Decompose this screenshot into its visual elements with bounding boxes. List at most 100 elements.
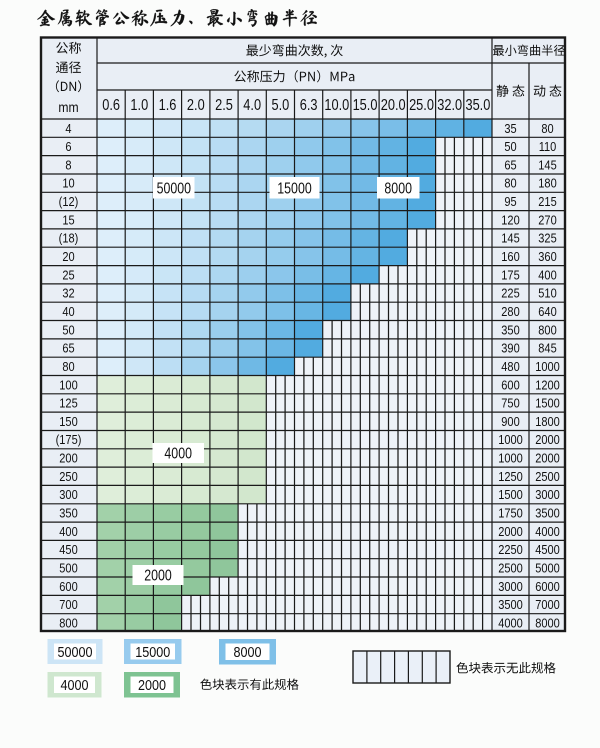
svg-text:2000: 2000 [535,432,560,447]
svg-text:15000: 15000 [277,179,312,197]
svg-text:1500: 1500 [498,487,523,502]
svg-text:2.0: 2.0 [187,97,205,115]
svg-text:400: 400 [59,524,78,539]
svg-text:2.5: 2.5 [215,97,233,115]
svg-text:65: 65 [504,158,517,173]
svg-text:1200: 1200 [535,377,560,392]
svg-text:2000: 2000 [144,566,172,584]
svg-text:4000: 4000 [164,444,192,462]
svg-text:325: 325 [538,231,557,246]
svg-text:2000: 2000 [138,676,166,693]
svg-text:mm: mm [58,99,78,115]
svg-text:35: 35 [504,121,517,136]
svg-text:400: 400 [538,267,557,282]
svg-text:35.0: 35.0 [465,97,490,115]
svg-text:40: 40 [62,304,75,319]
svg-text:8000: 8000 [384,179,412,197]
svg-text:65: 65 [62,341,75,356]
svg-text:4000: 4000 [535,524,560,539]
svg-text:2500: 2500 [535,469,560,484]
svg-text:800: 800 [59,616,78,631]
svg-text:4: 4 [65,121,71,136]
svg-text:10: 10 [62,176,75,191]
svg-text:225: 225 [501,286,520,301]
svg-text:500: 500 [59,561,78,576]
svg-text:3500: 3500 [535,506,560,521]
svg-text:15.0: 15.0 [353,97,378,115]
svg-text:280: 280 [501,304,520,319]
svg-text:215: 215 [538,194,557,209]
svg-text:845: 845 [538,341,557,356]
svg-text:10.0: 10.0 [324,97,349,115]
svg-text:250: 250 [59,469,78,484]
svg-text:600: 600 [59,579,78,594]
svg-text:15: 15 [62,213,75,228]
svg-text:20: 20 [62,249,75,264]
svg-text:160: 160 [501,249,520,264]
svg-text:0.6: 0.6 [102,97,120,115]
svg-text:145: 145 [538,158,557,173]
svg-text:(12): (12) [59,194,79,209]
svg-text:150: 150 [59,414,78,429]
svg-text:2250: 2250 [498,542,523,557]
svg-text:80: 80 [541,121,554,136]
svg-text:600: 600 [501,377,520,392]
svg-text:1000: 1000 [498,432,523,447]
svg-text:20.0: 20.0 [381,97,406,115]
svg-text:8: 8 [65,158,71,173]
svg-text:15000: 15000 [135,643,170,660]
svg-text:(18): (18) [59,231,79,246]
svg-text:110: 110 [539,139,557,154]
svg-text:1250: 1250 [498,469,523,484]
svg-text:640: 640 [538,304,557,319]
svg-text:100: 100 [59,377,78,392]
svg-text:300: 300 [59,487,78,502]
svg-text:1000: 1000 [498,451,523,466]
svg-text:350: 350 [501,322,520,337]
svg-text:800: 800 [538,322,557,337]
svg-text:5000: 5000 [535,561,560,576]
svg-text:50000: 50000 [157,179,192,197]
svg-text:180: 180 [538,176,557,191]
svg-text:25: 25 [62,267,75,282]
svg-text:4000: 4000 [498,616,523,631]
svg-text:1.6: 1.6 [159,97,177,115]
svg-text:360: 360 [538,249,557,264]
svg-text:5.0: 5.0 [272,97,290,115]
svg-text:3000: 3000 [535,487,560,502]
svg-text:2000: 2000 [535,451,560,466]
svg-text:450: 450 [59,542,78,557]
svg-text:7000: 7000 [535,597,560,612]
svg-text:80: 80 [62,359,75,374]
svg-text:25.0: 25.0 [409,97,434,115]
svg-text:1000: 1000 [535,359,560,374]
svg-text:390: 390 [501,341,520,356]
svg-text:32: 32 [62,286,75,301]
svg-text:6.3: 6.3 [300,97,318,115]
svg-text:50000: 50000 [57,643,92,660]
svg-text:4.0: 4.0 [243,97,261,115]
svg-text:95: 95 [504,194,517,209]
svg-text:1500: 1500 [535,396,560,411]
svg-text:200: 200 [59,451,78,466]
svg-text:700: 700 [59,597,78,612]
svg-text:750: 750 [501,396,520,411]
svg-text:6: 6 [65,139,71,154]
svg-text:32.0: 32.0 [437,97,462,115]
svg-text:3000: 3000 [498,579,523,594]
svg-text:50: 50 [62,322,75,337]
svg-text:1750: 1750 [498,506,523,521]
svg-text:145: 145 [501,231,520,246]
svg-text:175: 175 [501,267,520,282]
svg-text:3500: 3500 [498,597,523,612]
svg-text:6000: 6000 [535,579,560,594]
svg-text:1.0: 1.0 [130,97,148,115]
svg-text:270: 270 [538,213,557,228]
svg-text:350: 350 [59,506,78,521]
svg-text:900: 900 [501,414,520,429]
svg-text:(175): (175) [56,432,82,447]
svg-text:125: 125 [59,396,78,411]
svg-text:4500: 4500 [535,542,560,557]
svg-text:1800: 1800 [535,414,560,429]
svg-text:8000: 8000 [233,643,261,660]
